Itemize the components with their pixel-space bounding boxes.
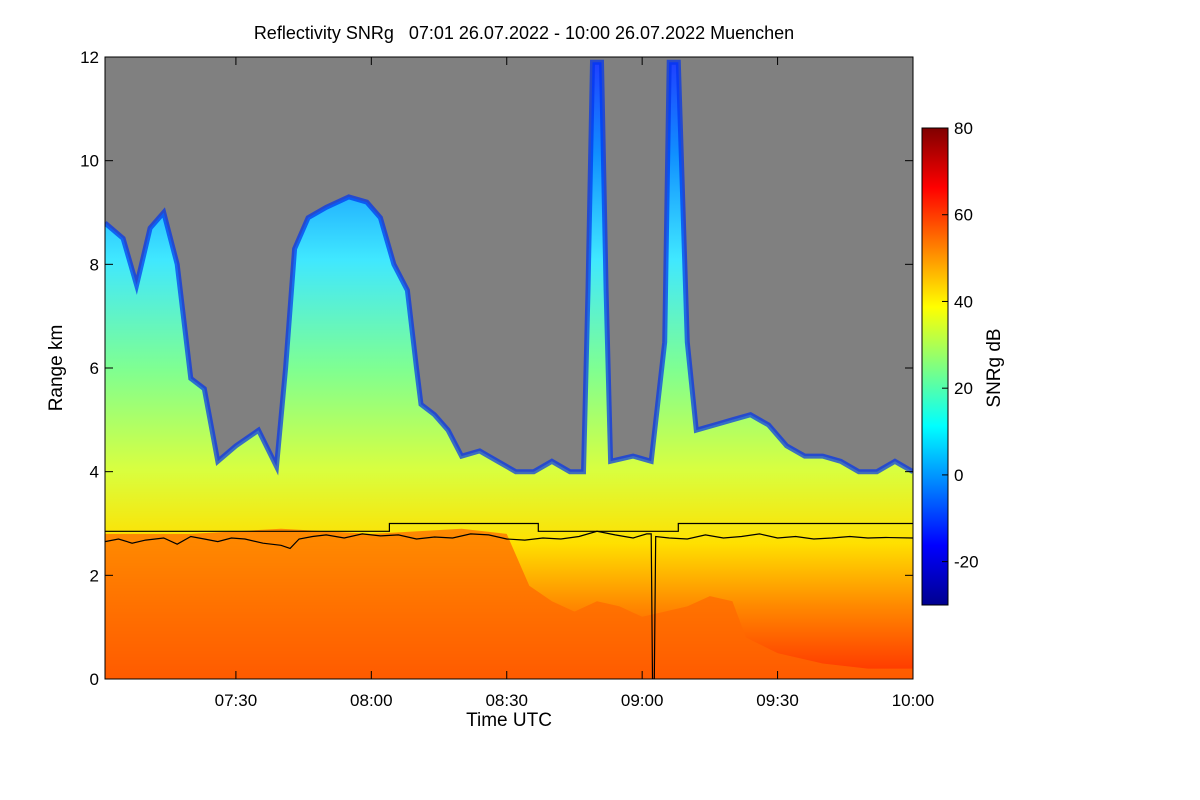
y-tick-label: 2	[90, 566, 99, 585]
x-axis: 07:30 08:00 08:30 09:00 09:30 10:00	[215, 57, 935, 710]
y-axis-title: Range km	[46, 325, 67, 412]
y-tick-label: 6	[90, 359, 99, 378]
strong-echo-area	[105, 528, 913, 679]
x-tick-label: 10:00	[892, 691, 935, 710]
colorbar-tick-label: 80	[954, 119, 973, 138]
y-tick-label: 12	[80, 48, 99, 67]
colorbar-tick-label: 40	[954, 292, 973, 311]
y-tick-label: 4	[90, 463, 99, 482]
colorbar-title: SNRg dB	[984, 328, 1005, 407]
chart-title: Reflectivity SNRg 07:01 26.07.2022 - 10:…	[254, 23, 794, 43]
overlay-line-2	[105, 522, 913, 532]
y-tick-label: 8	[90, 255, 99, 274]
colorbar-tick-label: -20	[954, 553, 979, 572]
x-tick-label: 09:00	[621, 691, 664, 710]
x-tick-label: 08:30	[485, 691, 528, 710]
y-tick-label: 10	[80, 152, 99, 171]
colorbar-ticks: -20 0 20 40 60 80	[942, 119, 979, 572]
colorbar-tick-label: 60	[954, 206, 973, 225]
colorbar: -20 0 20 40 60 80 SNRg dB	[921, 119, 1005, 606]
x-tick-label: 09:30	[756, 691, 799, 710]
colorbar-scale	[921, 127, 949, 606]
colorbar-tick-label: 0	[954, 466, 963, 485]
plot-area	[105, 57, 913, 679]
overlay-lines	[105, 522, 913, 679]
x-axis-title: Time UTC	[466, 710, 552, 731]
y-axis: 0 2 4 6 8 10 12	[80, 48, 913, 689]
x-tick-label: 08:00	[350, 691, 393, 710]
overlay-line-1	[105, 530, 913, 679]
echo-edge	[105, 59, 913, 476]
echo-area	[105, 62, 913, 679]
colorbar-tick-label: 20	[954, 379, 973, 398]
y-tick-label: 0	[90, 670, 99, 689]
x-tick-label: 07:30	[215, 691, 258, 710]
